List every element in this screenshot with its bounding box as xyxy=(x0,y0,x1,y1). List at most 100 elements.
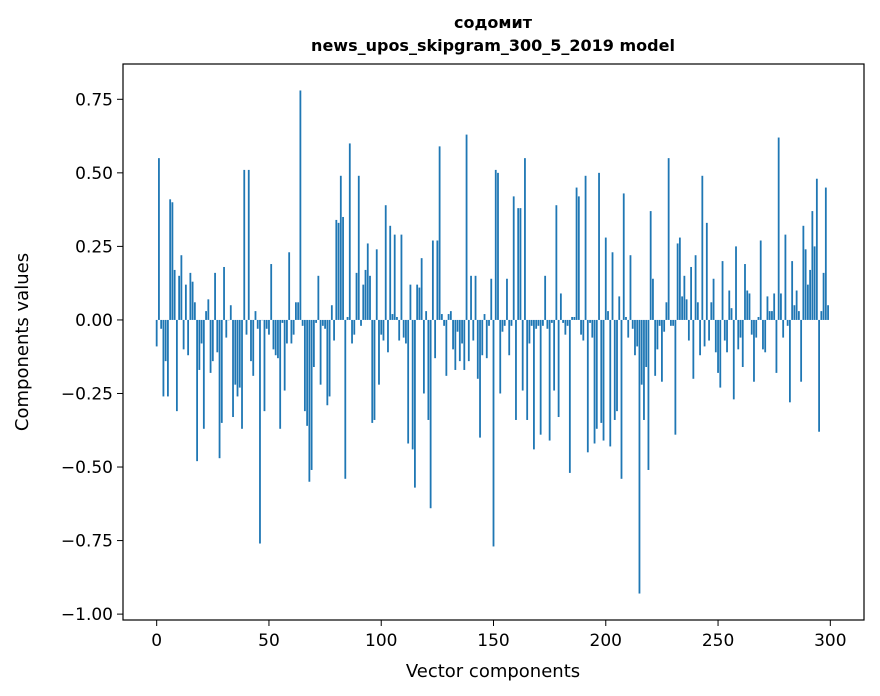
bar-189 xyxy=(580,319,582,335)
bar-245 xyxy=(705,222,708,320)
bar-247 xyxy=(710,302,713,320)
bar-164 xyxy=(524,158,526,320)
bar-211 xyxy=(629,255,632,320)
bar-13 xyxy=(184,284,187,320)
bar-246 xyxy=(708,319,710,341)
bar-63 xyxy=(297,302,300,320)
bar-57 xyxy=(283,319,286,391)
bar-195 xyxy=(593,319,596,444)
bar-79 xyxy=(333,319,335,341)
bar-119 xyxy=(422,319,425,394)
bar-31 xyxy=(225,319,228,338)
bar-284 xyxy=(793,305,796,320)
bar-69 xyxy=(310,319,313,470)
bar-124 xyxy=(434,319,437,359)
bar-251 xyxy=(719,319,722,388)
bar-194 xyxy=(591,319,594,338)
bar-0 xyxy=(155,319,158,347)
bar-97 xyxy=(373,319,376,420)
bar-131 xyxy=(449,311,452,320)
bar-299 xyxy=(827,305,829,320)
bar-127 xyxy=(440,314,443,320)
bar-173 xyxy=(544,275,547,320)
bar-85 xyxy=(346,316,349,320)
bar-271 xyxy=(764,319,767,353)
bar-152 xyxy=(497,172,499,320)
bar-38 xyxy=(241,319,243,429)
bar-135 xyxy=(458,319,461,362)
bar-23 xyxy=(207,299,210,320)
bar-44 xyxy=(254,311,257,320)
bar-140 xyxy=(470,275,472,320)
bar-143 xyxy=(476,319,479,379)
bar-155 xyxy=(503,319,506,326)
bar-10 xyxy=(178,275,181,320)
bar-27 xyxy=(216,319,219,353)
bar-110 xyxy=(402,319,405,338)
bar-228 xyxy=(667,158,670,320)
bar-169 xyxy=(535,319,538,329)
bar-224 xyxy=(658,319,661,326)
bar-278 xyxy=(780,293,782,320)
y-tick-label: −0.75 xyxy=(61,532,113,552)
bar-46 xyxy=(259,319,261,544)
bar-290 xyxy=(806,284,809,320)
bar-123 xyxy=(431,240,434,320)
x-tick-label: 0 xyxy=(151,631,162,651)
bar-118 xyxy=(420,258,423,320)
bar-203 xyxy=(611,252,614,320)
bar-128 xyxy=(443,319,445,326)
bar-5 xyxy=(167,319,169,397)
bar-171 xyxy=(539,319,542,435)
bar-40 xyxy=(245,319,248,335)
bar-35 xyxy=(234,319,237,385)
bar-114 xyxy=(411,319,414,450)
bar-21 xyxy=(202,319,205,429)
bar-252 xyxy=(721,261,724,320)
bar-205 xyxy=(616,319,618,412)
bar-233 xyxy=(678,237,681,320)
bar-58 xyxy=(286,319,288,344)
x-axis-ticks: 0 50 100 150 200 250 300 xyxy=(151,620,847,651)
bar-72 xyxy=(317,275,320,320)
bar-272 xyxy=(766,296,769,320)
bar-96 xyxy=(371,319,374,423)
y-tick-label: 0.50 xyxy=(75,164,113,184)
bar-149 xyxy=(490,278,493,320)
bar-108 xyxy=(398,319,401,341)
bar-12 xyxy=(182,319,185,350)
bar-230 xyxy=(672,319,675,326)
y-tick-label: −1.00 xyxy=(61,605,113,625)
bar-52 xyxy=(272,319,275,350)
bar-107 xyxy=(396,316,398,320)
bar-111 xyxy=(405,319,407,344)
bar-106 xyxy=(393,234,396,320)
bar-285 xyxy=(795,290,798,320)
bar-154 xyxy=(501,319,504,332)
bar-182 xyxy=(564,319,567,335)
bar-126 xyxy=(438,146,441,320)
bar-237 xyxy=(687,319,690,341)
bar-99 xyxy=(378,319,380,385)
bar-267 xyxy=(755,319,758,338)
x-tick-label: 200 xyxy=(590,631,622,651)
bar-208 xyxy=(622,193,625,320)
bar-168 xyxy=(533,319,535,450)
bar-250 xyxy=(717,319,719,373)
bar-122 xyxy=(429,319,432,509)
bar-101 xyxy=(382,319,385,341)
bar-145 xyxy=(481,319,484,356)
bar-130 xyxy=(447,314,450,320)
bar-291 xyxy=(809,269,812,320)
bar-192 xyxy=(586,319,589,453)
bar-73 xyxy=(319,319,322,385)
bar-244 xyxy=(703,319,706,347)
bar-34 xyxy=(232,319,234,418)
bar-162 xyxy=(519,208,522,320)
bar-80 xyxy=(335,219,338,320)
bar-64 xyxy=(299,90,302,320)
bar-186 xyxy=(573,316,576,320)
bar-6 xyxy=(169,199,172,320)
bar-249 xyxy=(714,319,717,353)
bar-9 xyxy=(175,319,178,412)
